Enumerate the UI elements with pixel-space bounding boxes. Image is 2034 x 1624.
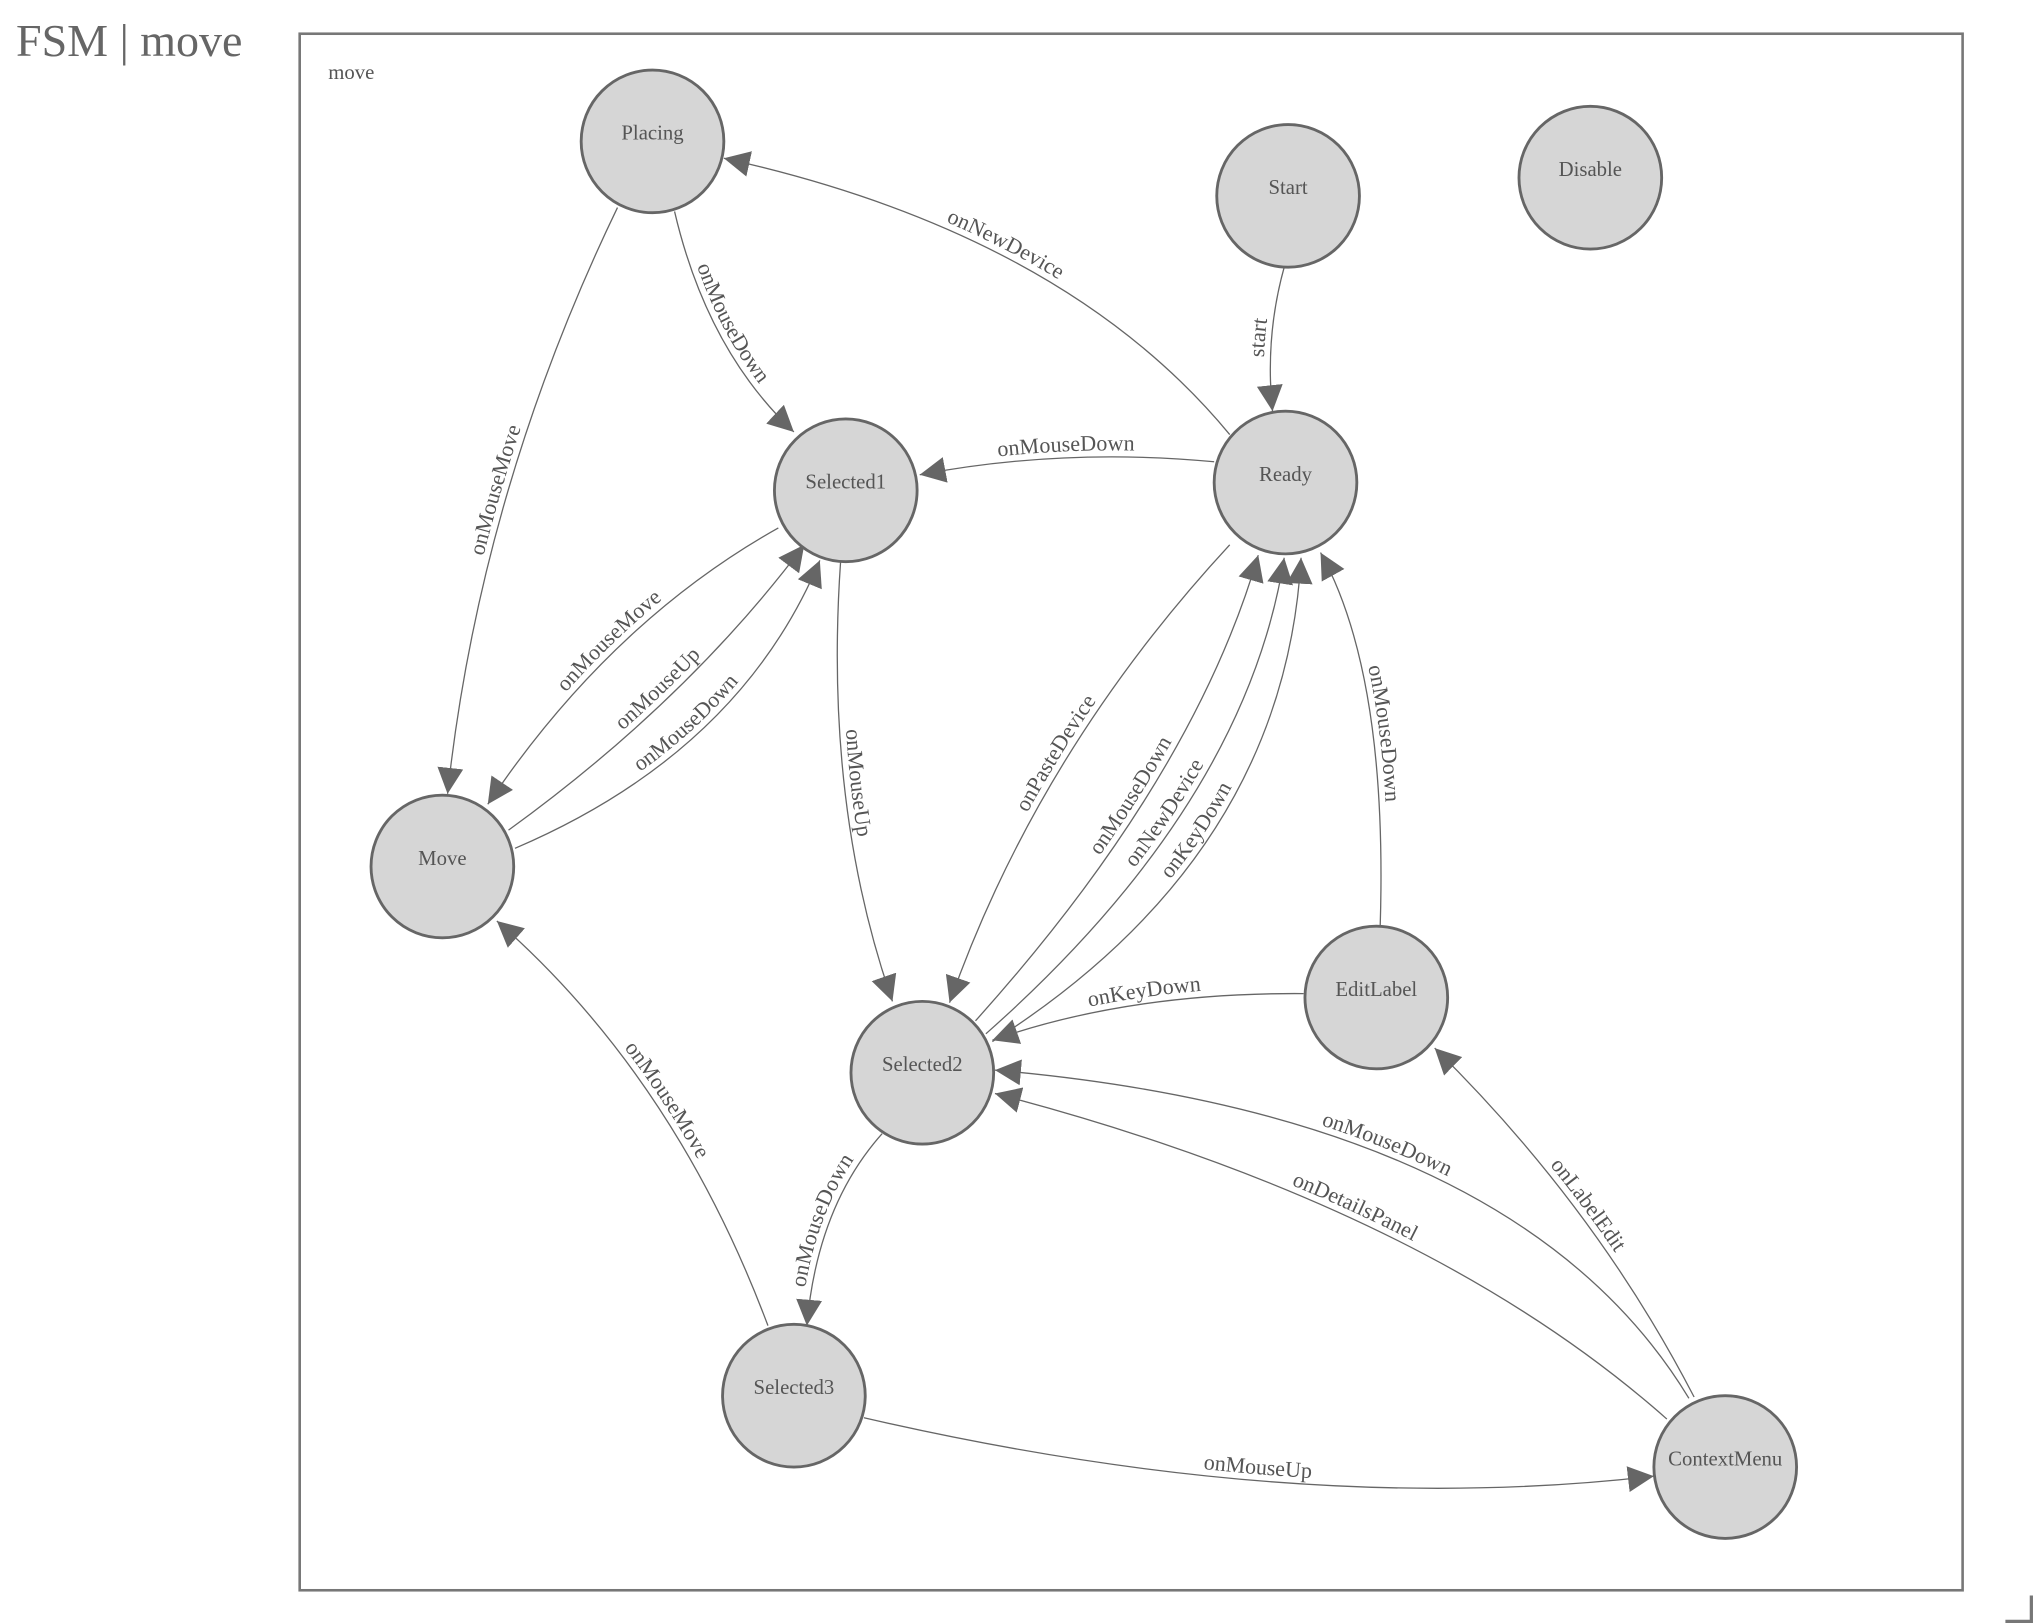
state-circle[interactable] [1517,104,1664,251]
state-label: Move [418,848,466,870]
state-circle[interactable] [1215,123,1361,269]
transition-edge [487,527,779,805]
frame-label: move [328,62,374,84]
transition-edge [723,151,1231,435]
transition-label: onMouseUp [1203,1449,1313,1483]
transition-edge [1319,552,1382,927]
state-circle[interactable] [579,68,726,215]
transition-edge [1256,267,1285,412]
state-label: EditLabel [1335,979,1417,1001]
transition-label: onMouseDown [1363,662,1405,802]
state-circle[interactable] [849,999,996,1146]
transition-edge [863,1417,1654,1493]
transition-label-text: onLabelEdit [1546,1153,1632,1256]
transition-label: onPasteDevice [1010,689,1101,815]
transition-edge [992,557,1313,1043]
transition-edge [796,1133,883,1326]
state-node-contextmenu[interactable]: ContextMenu [1652,1394,1798,1540]
transition-label: onMouseDown [692,259,775,387]
transition-edge [836,561,897,1002]
state-label: Start [1268,177,1307,199]
state-node-start[interactable]: Start [1215,123,1361,269]
transition-label-text: onMouseDown [785,1148,858,1288]
transition-edge [992,992,1304,1044]
state-circle[interactable] [1303,924,1450,1071]
transition-label: onMouseMove [551,584,666,696]
transition-label: onDetailsPanel [1289,1166,1422,1245]
transition-edge [1434,1047,1695,1398]
transition-edge [673,211,795,433]
transition-edge [919,456,1215,483]
state-circle[interactable] [1652,1394,1798,1540]
transition-label-text: onMouseDown [1320,1106,1457,1181]
transition-edge [994,1059,1690,1399]
state-circle[interactable] [369,793,516,940]
transition-edge [514,560,822,849]
transition-label-text: onDetailsPanel [1289,1166,1422,1245]
state-node-move[interactable]: Move [369,793,516,940]
state-label: Selected1 [805,472,886,494]
state-label: Selected2 [882,1054,963,1076]
transition-label-text: onNewDevice [944,203,1069,284]
transition-label-text: onMouseUp [841,728,878,838]
transition-label: onMouseDown [1320,1106,1457,1181]
state-circle[interactable] [721,1322,867,1469]
transition-edge [508,544,805,831]
transition-label: onLabelEdit [1546,1153,1632,1256]
transition-edge [994,1087,1668,1420]
transition-label: onMouseMove [620,1036,715,1163]
transition-label-text: start [1244,317,1272,358]
state-node-editlabel[interactable]: EditLabel [1303,924,1450,1071]
page-title: FSM | move [16,15,243,66]
state-label: Placing [621,123,683,145]
state-node-placing[interactable]: Placing [579,68,726,215]
transition-label: onNewDevice [944,203,1069,284]
state-node-ready[interactable]: Ready [1212,409,1359,556]
transition-label: start [1244,317,1272,358]
transition-label: onMouseDown [785,1148,858,1288]
state-label: Selected3 [754,1377,835,1399]
state-label: Disable [1559,159,1622,181]
transition-label: onKeyDown [1085,971,1202,1012]
transition-edge [437,207,619,794]
transition-label-text: onPasteDevice [1010,689,1101,815]
transition-label-text: onKeyDown [1085,971,1202,1012]
state-node-selected2[interactable]: Selected2 [849,999,996,1146]
transition-edge [985,557,1293,1035]
state-label: ContextMenu [1668,1448,1783,1470]
transition-label-text: onMouseMove [551,584,666,696]
state-node-selected3[interactable]: Selected3 [721,1322,867,1469]
state-node-disable[interactable]: Disable [1517,104,1664,251]
state-node-selected1[interactable]: Selected1 [773,417,919,564]
state-machine-frame [298,32,1964,1592]
transition-edge [945,544,1231,1003]
resize-corner [2005,1595,2033,1624]
transition-label-text: onMouseDown [692,259,775,387]
transition-label-text: onMouseMove [620,1036,715,1163]
transition-edge [975,554,1264,1022]
transition-label-text: onMouseUp [1203,1449,1313,1483]
state-label: Ready [1259,464,1313,486]
state-circle[interactable] [773,417,919,564]
transition-label: onMouseUp [841,728,878,838]
transition-label-text: onMouseDown [1363,662,1405,802]
transition-edge [496,920,769,1326]
state-circle[interactable] [1212,409,1359,556]
